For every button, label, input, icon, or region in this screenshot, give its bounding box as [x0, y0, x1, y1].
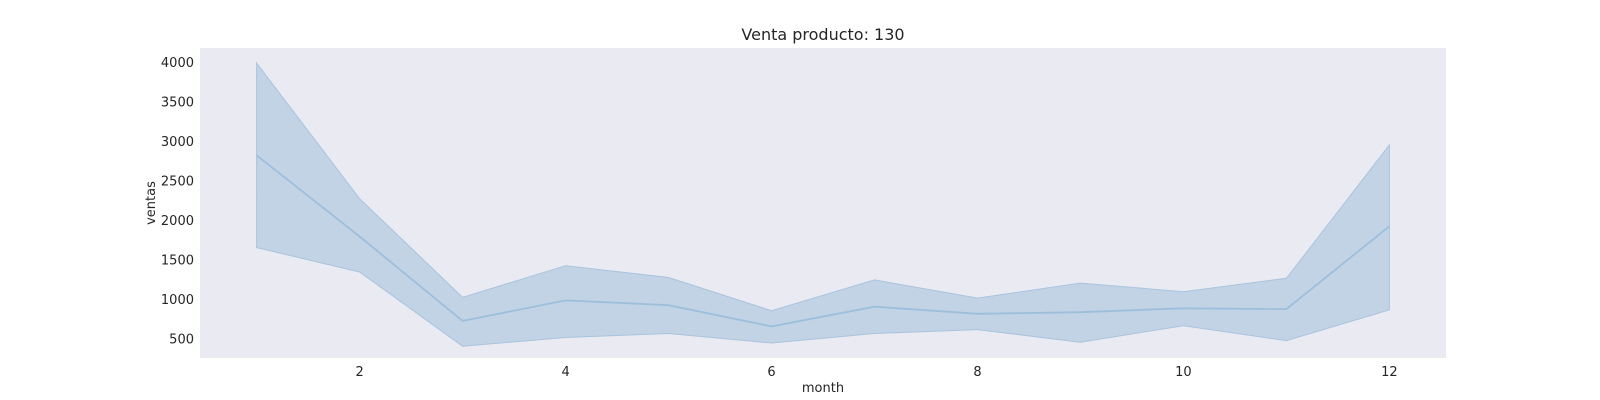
- y-tick-label: 3500: [161, 96, 194, 111]
- y-tick-labels: 500 1000 1500 2000 2500 3000 3500 4000: [161, 56, 194, 347]
- y-tick-label: 3000: [161, 135, 194, 150]
- y-tick-label: 1000: [161, 293, 194, 308]
- y-axis-label: ventas: [144, 181, 159, 225]
- x-tick-label: 10: [1175, 365, 1192, 380]
- y-tick-label: 500: [169, 332, 194, 347]
- chart-title: Venta producto: 130: [741, 25, 904, 44]
- y-tick-label: 1500: [161, 253, 194, 268]
- x-axis-label: month: [802, 381, 844, 396]
- x-tick-label: 12: [1381, 365, 1398, 380]
- series-line: [256, 154, 1390, 328]
- line-layer: [256, 154, 1390, 328]
- y-tick-label: 2000: [161, 214, 194, 229]
- y-tick-label: 4000: [161, 56, 194, 71]
- confidence-band: [256, 61, 1390, 347]
- x-tick-label: 2: [355, 365, 363, 380]
- x-tick-label: 8: [973, 365, 981, 380]
- x-tick-labels: 2 4 6 8 10 12: [355, 365, 1397, 380]
- confidence-band-layer: [256, 61, 1390, 347]
- x-tick-label: 4: [561, 365, 569, 380]
- x-tick-label: 6: [767, 365, 775, 380]
- y-tick-label: 2500: [161, 175, 194, 190]
